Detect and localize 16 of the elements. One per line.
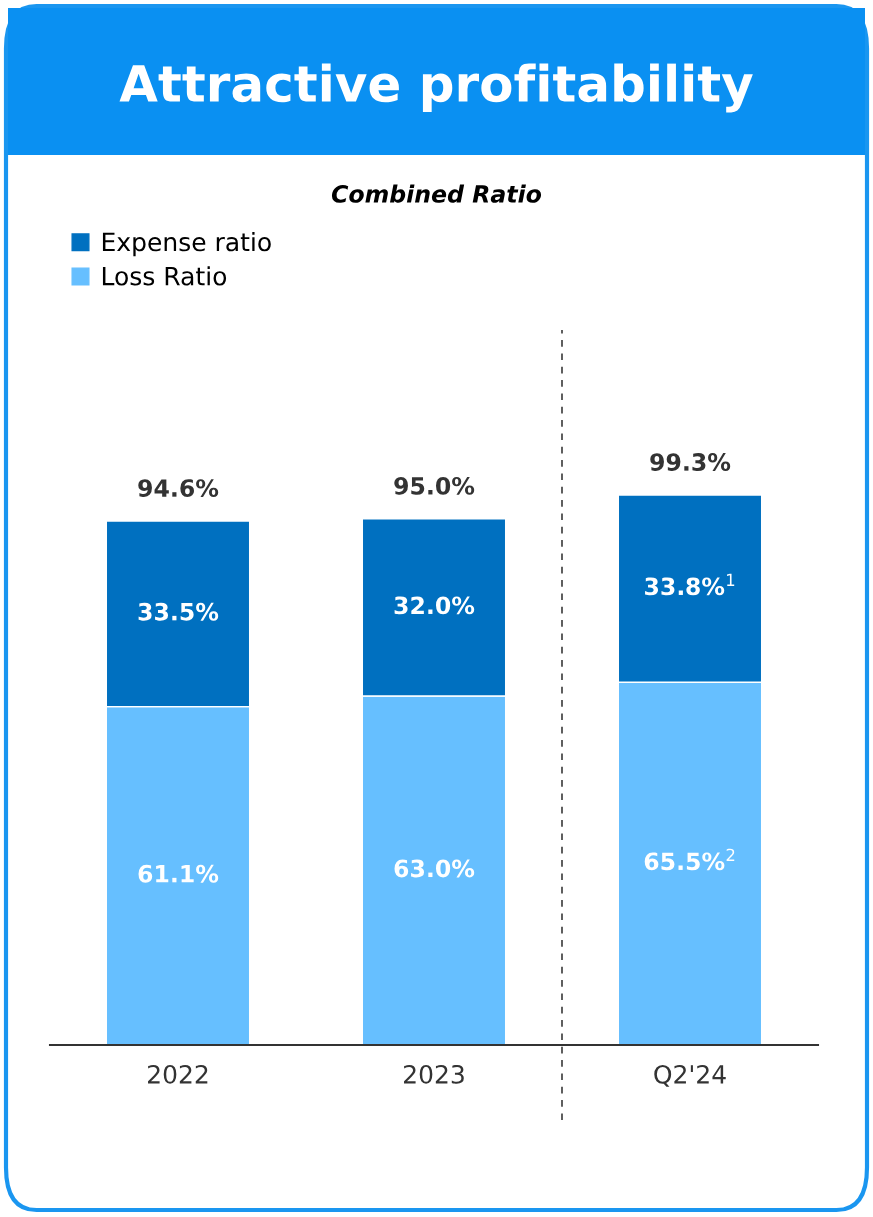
data-label: 65.5%$^{2}$ (644, 848, 735, 871)
data-label: 63.0% (394, 859, 475, 878)
legend-label: Expense ratio (102, 232, 271, 257)
x-tick-label: 2023 (404, 1064, 464, 1084)
data-label: 32.0% (394, 596, 475, 615)
data-label: 33.5% (138, 602, 219, 621)
total-label: 95.0% (394, 476, 475, 495)
x-tick-label: Q2'24 (654, 1064, 726, 1087)
legend-label: Loss Ratio (102, 266, 227, 286)
total-label: 99.3% (650, 453, 731, 471)
total-label: 94.6% (138, 479, 219, 498)
chart-title: Attractive profitability (119, 63, 753, 113)
data-label: 33.8%$^{1}$ (645, 573, 735, 596)
data-label: 61.1% (138, 864, 219, 883)
x-tick-label: 2022 (148, 1064, 208, 1084)
chart-subtitle: Combined Ratio (331, 184, 542, 203)
